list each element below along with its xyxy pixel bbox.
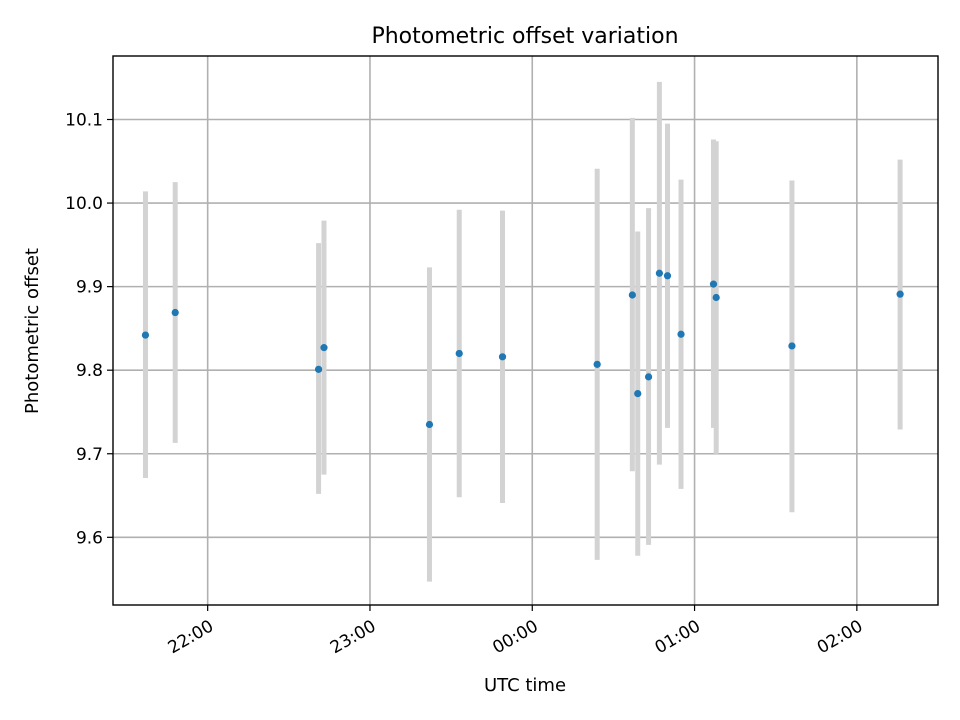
y-tick-label: 9.6 [76, 528, 103, 548]
y-tick-label: 9.7 [76, 445, 103, 465]
data-point [141, 331, 150, 339]
grid [113, 56, 938, 605]
plot-frame [112, 55, 939, 606]
x-axis-ticks: 22:00 23:00 00:00 01:00 02:00 [165, 605, 866, 658]
data-point [896, 290, 904, 298]
x-tick-label: 00:00 [489, 616, 541, 658]
data-points [141, 269, 904, 429]
data-point [634, 389, 642, 398]
y-axis-label: Photometric offset [22, 248, 43, 414]
data-point [788, 342, 796, 350]
y-tick-label: 9.9 [76, 278, 103, 298]
data-point [663, 272, 672, 280]
y-tick-label: 10.0 [65, 194, 103, 214]
x-tick-label: 02:00 [814, 616, 866, 658]
error-bars [142, 81, 903, 582]
y-axis-ticks: 9.6 9.7 9.8 9.9 10.0 10.1 [65, 111, 113, 548]
chart-title: Photometric offset variation [371, 24, 678, 49]
data-point [655, 269, 663, 277]
x-tick-label: 01:00 [652, 616, 704, 658]
data-point [455, 349, 463, 358]
data-point [425, 420, 434, 429]
data-point [320, 344, 328, 352]
y-tick-label: 10.1 [65, 111, 103, 131]
data-point [628, 291, 636, 299]
data-point [593, 360, 601, 368]
x-tick-label: 22:00 [165, 616, 217, 658]
data-point [712, 293, 720, 302]
y-tick-label: 9.8 [76, 361, 103, 381]
data-point [677, 330, 685, 338]
x-tick-label: 23:00 [327, 616, 379, 658]
data-point [644, 373, 653, 381]
data-point [314, 365, 323, 373]
x-axis-label: UTC time [484, 675, 566, 696]
data-point [709, 280, 718, 288]
data-point [171, 308, 179, 317]
data-point [498, 353, 507, 361]
